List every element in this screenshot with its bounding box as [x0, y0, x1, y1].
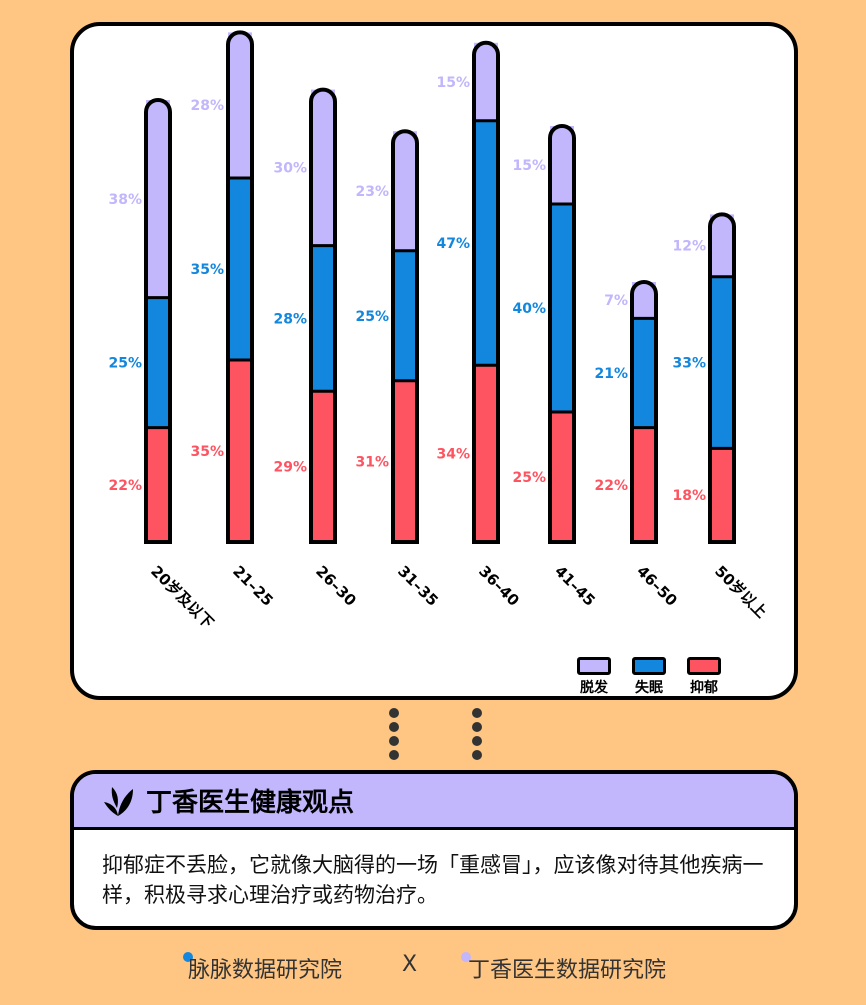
data-label-insomnia-4: 47%: [436, 236, 470, 252]
category-label-3: 31–35: [394, 562, 442, 610]
data-label-depression-5: 25%: [512, 470, 546, 486]
bar-depression-1: [228, 360, 252, 542]
leaf-icon: [104, 786, 133, 816]
bar-insomnia-1: [228, 178, 252, 360]
legend-item-insomnia: 失眠: [632, 657, 666, 697]
data-label-depression-6: 22%: [594, 478, 628, 494]
data-label-insomnia-1: 35%: [190, 262, 224, 278]
bar-hairloss-7: [710, 214, 734, 277]
footer-source-left: 脉脉数据研究院: [188, 958, 343, 983]
data-label-hairloss-3: 23%: [355, 184, 389, 200]
bar-depression-2: [311, 391, 335, 542]
footer: 脉脉数据研究院 X 丁香医生数据研究院: [0, 952, 866, 984]
data-label-depression-4: 34%: [436, 447, 470, 463]
bar-outline-3: [391, 129, 419, 544]
bar-hairloss-2: [311, 89, 335, 246]
bar-hairloss-4: [474, 42, 498, 121]
data-label-depression-7: 18%: [672, 488, 706, 504]
data-label-hairloss-4: 15%: [436, 75, 470, 91]
data-label-insomnia-2: 28%: [273, 311, 307, 327]
connector-dots-left: [389, 708, 399, 764]
legend-swatch-insomnia: [632, 657, 666, 675]
footer-separator: X: [402, 952, 418, 977]
bar-hairloss-1: [228, 32, 252, 179]
legend-label-depression: 抑郁: [690, 680, 718, 696]
category-label-5: 41–45: [551, 562, 599, 610]
data-label-insomnia-0: 25%: [108, 356, 142, 372]
bar-insomnia-4: [474, 120, 498, 366]
bar-hairloss-3: [393, 131, 417, 251]
footer-source-right: 丁香医生数据研究院: [468, 958, 667, 983]
bar-insomnia-2: [311, 245, 335, 392]
category-label-2: 26–30: [312, 562, 360, 610]
legend-label-hairloss: 脱发: [580, 680, 608, 696]
data-label-hairloss-5: 15%: [512, 158, 546, 174]
data-label-depression-1: 35%: [190, 444, 224, 460]
bar-outline-1: [226, 30, 254, 544]
data-label-hairloss-6: 7%: [604, 293, 628, 309]
advice-panel: 丁香医生健康观点 抑郁症不丢脸，它就像大脑得的一场「重感冒」，应该像对待其他疾病…: [70, 770, 798, 930]
bar-insomnia-6: [632, 318, 656, 428]
bar-insomnia-3: [393, 250, 417, 381]
category-label-0: 20岁及以下: [147, 562, 217, 632]
bar-depression-5: [550, 412, 574, 542]
bar-depression-3: [393, 380, 417, 542]
bar-hairloss-6: [632, 282, 656, 319]
data-label-insomnia-3: 25%: [355, 309, 389, 325]
bar-outline-4: [472, 40, 500, 544]
category-label-1: 21–25: [229, 562, 277, 610]
bar-hairloss-0: [146, 100, 170, 298]
bar-insomnia-5: [550, 204, 574, 412]
legend-item-depression: 抑郁: [687, 657, 721, 697]
bar-outline-7: [708, 212, 736, 544]
legend-swatch-depression: [687, 657, 721, 675]
data-label-hairloss-2: 30%: [273, 161, 307, 177]
data-label-insomnia-6: 21%: [594, 366, 628, 382]
data-label-depression-0: 22%: [108, 478, 142, 494]
bar-outline-0: [144, 98, 172, 544]
category-label-7: 50岁以上: [711, 562, 770, 621]
bar-depression-7: [710, 448, 734, 542]
footer-dot-right: [461, 952, 471, 962]
legend-label-insomnia: 失眠: [635, 680, 663, 696]
bar-outline-5: [548, 124, 576, 544]
bar-outline-2: [309, 87, 337, 544]
advice-panel-text: 抑郁症不丢脸，它就像大脑得的一场「重感冒」，应该像对待其他疾病一样，积极寻求心理…: [102, 853, 764, 907]
chart-card: 22% 25% 38% 20岁及以下 35% 35% 28% 21–25 29% 28% 30% 26…: [70, 22, 798, 700]
data-label-insomnia-5: 40%: [512, 301, 546, 317]
advice-panel-title: 丁香医生健康观点: [146, 788, 355, 818]
bar-insomnia-7: [710, 276, 734, 449]
stacked-bar-chart: 22% 25% 38% 20岁及以下 35% 35% 28% 21–25 29% 28% 30% 26…: [108, 30, 770, 632]
bar-depression-6: [632, 427, 656, 542]
legend-item-hairloss: 脱发: [577, 657, 611, 697]
data-label-hairloss-0: 38%: [108, 192, 142, 208]
connector-dots-right: [472, 708, 482, 764]
data-label-depression-3: 31%: [355, 454, 389, 470]
bar-insomnia-0: [146, 297, 170, 428]
data-label-insomnia-7: 33%: [672, 356, 706, 372]
bar-depression-4: [474, 365, 498, 542]
footer-dot-left: [183, 952, 193, 962]
data-label-depression-2: 29%: [273, 460, 307, 476]
advice-panel-header: 丁香医生健康观点: [74, 774, 794, 830]
legend-swatch-hairloss: [577, 657, 611, 675]
data-label-hairloss-7: 12%: [672, 239, 706, 255]
category-label-4: 36–40: [475, 562, 523, 610]
bar-depression-0: [146, 427, 170, 542]
bar-hairloss-5: [550, 126, 574, 204]
category-label-6: 46–50: [633, 562, 681, 610]
bar-outline-6: [630, 280, 658, 544]
data-label-hairloss-1: 28%: [190, 98, 224, 114]
